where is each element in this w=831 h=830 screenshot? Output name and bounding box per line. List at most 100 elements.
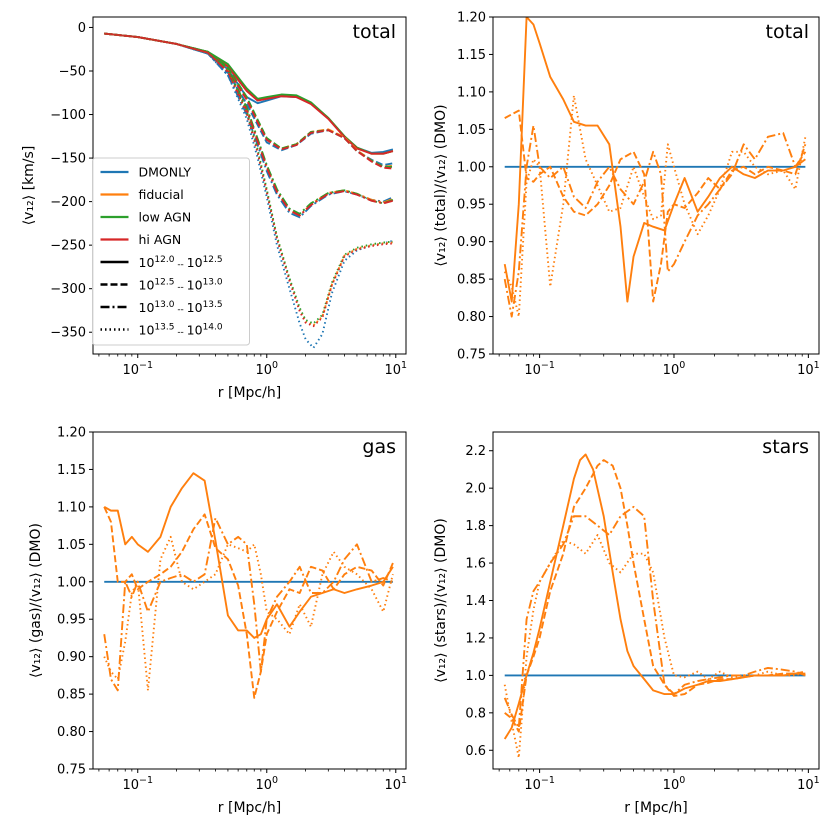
y-tick-label: 0.75 <box>57 763 86 778</box>
series-line-hi-agn-solid <box>104 32 394 155</box>
y-tick-label: 0 <box>78 21 86 36</box>
panel-title: gas <box>362 436 396 458</box>
x-axis-label: r [Mpc/h] <box>218 385 281 401</box>
y-tick-label: 0.85 <box>57 688 86 703</box>
axes-frame <box>492 431 820 770</box>
y-tick-label: 1.10 <box>457 85 486 100</box>
series-line-fiducial-dotted <box>103 535 394 692</box>
panel-p4: 0.6 0.8 1.0 1.2 1.4 1.6 1.8 2.0 2.2 10−1 100 101 sta… <box>433 431 820 816</box>
legend-label: 1013.5 -- 1014.0 <box>139 323 223 338</box>
series-group <box>104 32 394 349</box>
x-tick-label: 100 <box>663 775 686 793</box>
x-tick-label: 10−1 <box>524 775 555 793</box>
y-tick-label: 1.0 <box>465 669 486 684</box>
y-tick-label: −200 <box>50 195 86 210</box>
x-axis-label: r [Mpc/h] <box>624 800 687 816</box>
legend-item-mass-dotted: 1013.5 -- 1014.0 <box>100 323 223 338</box>
y-tick-label: 0.75 <box>457 348 486 363</box>
series-line-fiducial-dashed <box>504 109 807 303</box>
legend-label: low AGN <box>139 210 192 225</box>
legend-item-mass-dashdot: 1013.0 -- 1013.5 <box>100 300 223 315</box>
y-tick-label: 0.80 <box>57 725 86 740</box>
y-axis-label: ⟨v₁₂⟩ (gas)/⟨v₁₂⟩ (DMO) <box>28 523 44 678</box>
legend-label: 1013.0 -- 1013.5 <box>139 300 223 315</box>
x-tick-label: 100 <box>255 775 278 793</box>
panel-title: total <box>766 21 809 43</box>
y-tick-label: −250 <box>50 239 86 254</box>
y-tick-label: 1.15 <box>57 463 86 478</box>
y-tick-label: 1.20 <box>457 11 486 26</box>
y-tick-label: 0.6 <box>465 744 486 759</box>
x-tick-label: 10−1 <box>122 360 153 378</box>
x-tick-label: 10−1 <box>524 360 555 378</box>
series-line-fiducial-dashed <box>103 506 394 699</box>
y-tick-label: −350 <box>50 326 86 341</box>
legend-item-hi-agn: hi AGN <box>100 232 182 247</box>
x-tick-label: 101 <box>797 360 820 378</box>
x-axis-label: r [Mpc/h] <box>218 800 281 816</box>
x-tick-label: 10−1 <box>122 775 153 793</box>
legend-label: hi AGN <box>139 232 182 247</box>
axes-frame <box>492 16 820 355</box>
y-tick-label: 2.2 <box>465 444 486 459</box>
panel-p1: 0 −50 −100 −150 −200 −250 −300 −350 10−1 100 101 to… <box>21 16 407 401</box>
panel-title: total <box>353 21 396 43</box>
y-tick-label: −100 <box>50 108 86 123</box>
y-tick-label: 1.05 <box>57 538 86 553</box>
x-tick-label: 101 <box>384 775 407 793</box>
x-tick-label: 100 <box>255 360 278 378</box>
legend-label: fiducial <box>139 187 184 202</box>
y-tick-label: 1.8 <box>465 519 486 534</box>
y-tick-label: 1.15 <box>457 48 486 63</box>
series-line-fiducial-solid <box>103 472 394 639</box>
panel-p3: 0.75 0.80 0.85 0.90 0.95 1.00 1.05 1.10 1.15 1.20… <box>28 426 407 817</box>
y-tick-label: 1.10 <box>57 500 86 515</box>
y-tick-label: 1.4 <box>465 594 486 609</box>
series-line-low-agn-dashed <box>104 32 393 168</box>
legend: DMONLY fiducial low AGN hi AGN 1012.0 -- 101… <box>92 157 250 346</box>
y-tick-label: 0.80 <box>457 310 486 325</box>
legend-item-low-agn: low AGN <box>100 210 192 225</box>
x-tick-label: 101 <box>797 775 820 793</box>
y-tick-label: 1.05 <box>457 123 486 138</box>
y-tick-label: 1.20 <box>57 426 86 441</box>
series-line-fiducial-dotted <box>503 534 806 759</box>
y-tick-label: 1.00 <box>457 160 486 175</box>
series-line-dmonly-dashdot <box>104 32 394 219</box>
series-line-fiducial-dashdot <box>503 505 806 729</box>
y-axis-label: ⟨v₁₂⟩ [km/s] <box>21 146 37 226</box>
y-tick-label: 0.95 <box>457 198 486 213</box>
y-tick-label: 0.90 <box>457 235 486 250</box>
y-tick-label: 1.2 <box>465 631 486 646</box>
series-group <box>503 453 806 759</box>
legend-label: DMONLY <box>139 165 192 180</box>
y-tick-label: 1.00 <box>57 575 86 590</box>
x-tick-label: 101 <box>384 360 407 378</box>
y-axis-label: ⟨v₁₂⟩ (total)/⟨v₁₂⟩ (DMO) <box>433 104 449 266</box>
series-line-fiducial-dashed <box>504 459 806 733</box>
legend-label: 1012.5 -- 1013.0 <box>139 278 223 293</box>
y-tick-label: −300 <box>50 282 86 297</box>
panel-title: stars <box>762 436 809 458</box>
y-tick-label: 2.0 <box>465 482 486 497</box>
y-tick-label: 0.8 <box>465 706 486 721</box>
panel-p2: 0.75 0.80 0.85 0.90 0.95 1.00 1.05 1.10 1.15 1.20… <box>433 11 820 379</box>
legend-item-dmonly: DMONLY <box>100 165 192 180</box>
legend-item-mass-dashed: 1012.5 -- 1013.0 <box>100 278 223 293</box>
y-tick-label: 0.90 <box>57 650 86 665</box>
y-tick-label: −50 <box>59 64 86 79</box>
y-tick-label: −150 <box>50 152 86 167</box>
legend-item-mass-solid: 1012.0 -- 1012.5 <box>100 255 223 270</box>
series-line-fiducial-dotted <box>503 94 807 318</box>
legend-item-fiducial: fiducial <box>100 187 184 202</box>
series-group <box>503 17 807 318</box>
legend-box <box>92 157 250 346</box>
legend-label: 1012.0 -- 1012.5 <box>139 255 223 270</box>
y-tick-label: 0.95 <box>57 613 86 628</box>
series-line-hi-agn-dashdot <box>104 32 394 217</box>
x-tick-label: 100 <box>663 360 686 378</box>
series-line-dmonly-dashed <box>104 32 394 166</box>
y-tick-label: 0.85 <box>457 273 486 288</box>
series-line-fiducial-dashed <box>104 32 393 168</box>
